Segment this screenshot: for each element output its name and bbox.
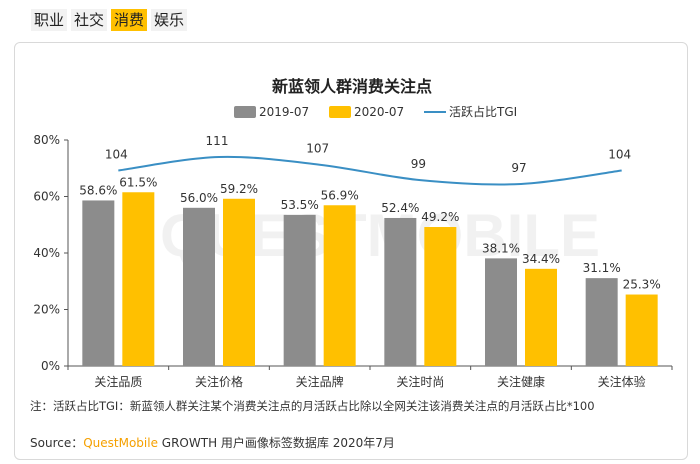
bar [585, 278, 618, 366]
bar [223, 198, 255, 366]
source-brand: QuestMobile [83, 436, 158, 450]
bar [384, 217, 417, 366]
y-tick-label: 40% [33, 246, 60, 260]
legend-swatch [329, 106, 351, 118]
axes: 0% 20% 40% 60% 80% 关注品质 关注价格 关注品牌 关注时尚 关注健康 关注体验 [33, 133, 673, 389]
bar-value-label: 25.3% [623, 278, 661, 292]
bar-value-label: 34.4% [522, 252, 560, 266]
bar-value-label: 59.2% [220, 182, 258, 196]
legend: 2019-07 2020-07 活跃占比TGI [234, 104, 517, 119]
bar-value-label: 52.4% [381, 201, 419, 215]
tab-social[interactable]: 社交 [71, 9, 108, 31]
bar-value-label: 58.6% [79, 183, 117, 197]
bar [485, 258, 517, 366]
bar-value-label: 61.5% [119, 175, 157, 189]
tgi-value-label: 111 [206, 134, 229, 148]
bar-value-label: 53.5% [281, 198, 319, 212]
tgi-value-label: 104 [105, 148, 128, 162]
tgi-value-label: 104 [608, 148, 631, 162]
legend-label: 2019-07 [259, 105, 309, 119]
tgi-value-label: 97 [511, 161, 526, 175]
legend-swatch [234, 106, 256, 118]
source-prefix: Source： [30, 436, 84, 450]
bar [122, 192, 155, 366]
bar [424, 227, 457, 366]
tgi-value-label: 107 [306, 142, 329, 156]
bar [183, 207, 215, 366]
x-tick-label: 关注健康 [497, 374, 545, 389]
tab-consumption[interactable]: 消费 [111, 9, 148, 31]
x-tick-label: 关注品牌 [296, 374, 344, 389]
tgi-line: 104 111 107 99 97 104 [105, 134, 631, 186]
tab-career[interactable]: 职业 [31, 9, 68, 31]
bar-value-label: 56.9% [321, 188, 359, 202]
bars: 58.6% 56.0% 53.5% 52.4% 38.1% 31.1% 61.5% 59.2%… [79, 175, 661, 366]
bar [323, 205, 356, 366]
x-tick-label: 关注时尚 [396, 374, 444, 389]
footnote: 注：活跃占比TGI：新蓝领人群关注某个消费关注点的月活跃占比除以全网关注该消费关… [30, 399, 595, 413]
x-tick-label: 关注价格 [195, 374, 243, 389]
bar [283, 214, 316, 366]
legend-label: 活跃占比TGI [449, 104, 517, 119]
bar-value-label: 56.0% [180, 191, 218, 205]
source-line: Source：QuestMobile GROWTH 用户画像标签数据库 2020… [30, 434, 395, 451]
tgi-line-path [118, 155, 622, 186]
bar [625, 294, 658, 366]
bar-value-label: 49.2% [421, 210, 459, 224]
y-tick-label: 60% [33, 190, 60, 204]
bar-value-label: 38.1% [482, 241, 520, 255]
x-tick-label: 关注品质 [94, 374, 142, 389]
y-tick-label: 20% [33, 303, 60, 317]
category-tabs: 职业 社交 消费 娱乐 [31, 9, 188, 31]
x-tick-label: 关注体验 [598, 374, 646, 389]
bar-value-label: 31.1% [583, 261, 621, 275]
tab-entertainment[interactable]: 娱乐 [151, 9, 188, 31]
bar [82, 200, 115, 366]
y-tick-label: 80% [33, 133, 60, 147]
y-tick-label: 0% [41, 359, 60, 373]
chart-title: 新蓝领人群消费关注点 [272, 77, 432, 96]
tgi-value-label: 99 [411, 157, 426, 171]
source-suffix: GROWTH 用户画像标签数据库 2020年7月 [157, 436, 395, 450]
bar [525, 268, 557, 366]
legend-label: 2020-07 [354, 105, 404, 119]
